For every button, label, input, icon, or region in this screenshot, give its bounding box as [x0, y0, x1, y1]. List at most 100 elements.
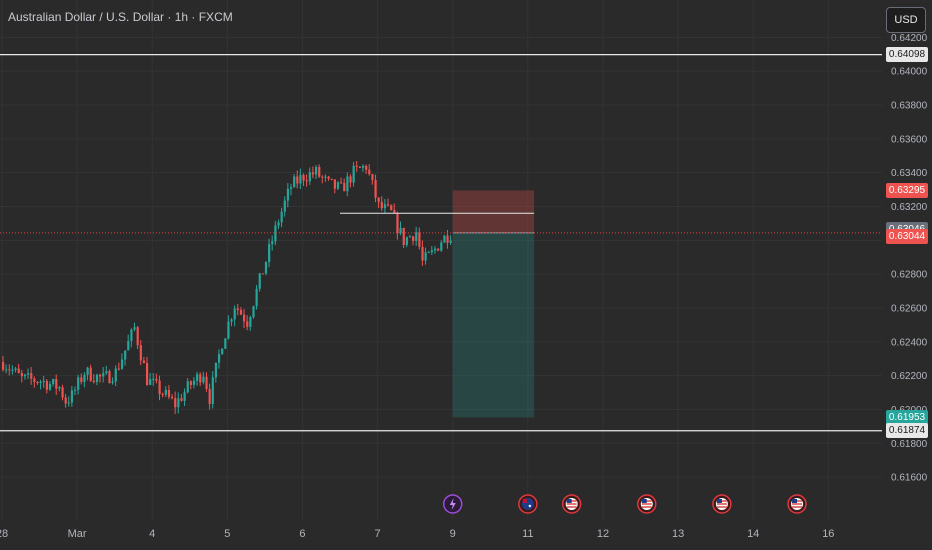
candle-body	[324, 176, 327, 178]
candle-body	[239, 309, 243, 315]
x-tick-label: Mar	[68, 528, 87, 540]
candle-body	[318, 166, 321, 177]
candle-body	[86, 367, 89, 375]
candle-body	[355, 165, 358, 167]
candle-body	[277, 222, 280, 226]
candle-body	[120, 359, 124, 369]
y-tick-label: 0.64000	[891, 67, 928, 78]
x-tick-label: 7	[375, 528, 381, 540]
candle-body	[343, 182, 346, 192]
candle-body	[330, 178, 333, 180]
candle-body	[33, 378, 36, 383]
candle-body	[205, 376, 208, 389]
candle-body	[299, 174, 302, 184]
us-flag-icon[interactable]	[561, 494, 582, 514]
candle-body	[11, 369, 14, 371]
candle-body	[105, 371, 108, 374]
candle-body	[393, 209, 396, 214]
x-tick-label: 13	[672, 528, 684, 540]
candle-body	[58, 387, 61, 389]
candle-body	[399, 227, 402, 234]
lightning-icon[interactable]	[442, 494, 463, 514]
candle-body	[274, 225, 277, 242]
candle-body	[437, 248, 440, 251]
candle-body	[264, 261, 268, 274]
candle-body	[95, 374, 99, 383]
candle-body	[280, 211, 283, 223]
candle-body	[224, 338, 227, 349]
candle-body	[192, 380, 196, 385]
candle-body	[183, 392, 186, 401]
candle-body	[130, 329, 133, 341]
us-flag-icon[interactable]	[712, 494, 732, 514]
candle-body	[127, 340, 130, 351]
candle-body	[296, 176, 299, 184]
candle-body	[164, 390, 167, 395]
candle-body	[186, 381, 189, 393]
flag-canton	[641, 499, 647, 503]
candle-body	[405, 237, 408, 245]
candle-body	[308, 172, 311, 182]
candle-body	[315, 166, 318, 175]
candle-body	[202, 376, 205, 383]
candle-body	[243, 314, 246, 322]
candle-body	[136, 327, 139, 346]
candle-body	[255, 288, 258, 307]
candle-body	[258, 273, 261, 289]
candle-body	[252, 306, 255, 318]
candle-body	[152, 378, 155, 380]
candle-body	[167, 390, 171, 397]
candle-body	[371, 174, 374, 181]
au-flag-icon[interactable]	[518, 494, 538, 514]
candle-body	[73, 389, 77, 391]
candle-body	[286, 188, 290, 201]
candle-body	[221, 348, 224, 355]
candle-body	[380, 201, 383, 209]
candle-body	[133, 327, 136, 330]
candle-body	[155, 378, 158, 381]
y-tick-label: 0.62800	[891, 270, 928, 281]
x-tick-label: 28	[0, 528, 8, 540]
candle-body	[124, 350, 127, 360]
currency-button[interactable]: USD	[886, 7, 926, 33]
candle-body	[261, 273, 264, 275]
candle-body	[196, 374, 199, 381]
candle-body	[83, 374, 86, 382]
candle-body	[80, 377, 83, 382]
candle-body	[199, 374, 202, 383]
candle-body	[227, 321, 230, 339]
chart-title: Australian Dollar / U.S. Dollar · 1h · F…	[8, 10, 233, 24]
candle-body	[145, 363, 149, 385]
candle-body	[346, 176, 349, 192]
candle-body	[327, 176, 330, 179]
candles	[2, 160, 452, 414]
candle-body	[211, 377, 214, 405]
candle-body	[289, 187, 293, 189]
candle-body	[246, 321, 249, 327]
candle-body	[421, 246, 424, 261]
candle-body	[171, 396, 174, 399]
candle-body	[117, 368, 121, 370]
x-tick-label: 9	[450, 528, 456, 540]
candle-body	[139, 345, 142, 361]
candle-body	[230, 319, 233, 322]
candle-body	[89, 367, 92, 381]
candle-body	[302, 174, 305, 181]
y-tick-label: 0.63200	[891, 202, 928, 213]
stop-loss-zone	[452, 190, 535, 233]
x-tick-label: 6	[299, 528, 305, 540]
candle-body	[208, 388, 211, 405]
candle-body	[149, 378, 152, 385]
flag-star	[528, 504, 532, 508]
candle-body	[293, 176, 296, 188]
y-tick-label: 0.63800	[891, 101, 928, 112]
price-label-line: 0.64098	[886, 47, 928, 63]
y-tick-label: 0.63400	[891, 168, 928, 179]
us-flag-icon[interactable]	[787, 494, 807, 514]
candle-body	[233, 308, 236, 320]
candle-body	[236, 308, 239, 310]
candle-body	[161, 394, 164, 396]
x-tick-label: 4	[149, 528, 155, 540]
us-flag-icon[interactable]	[637, 494, 657, 514]
